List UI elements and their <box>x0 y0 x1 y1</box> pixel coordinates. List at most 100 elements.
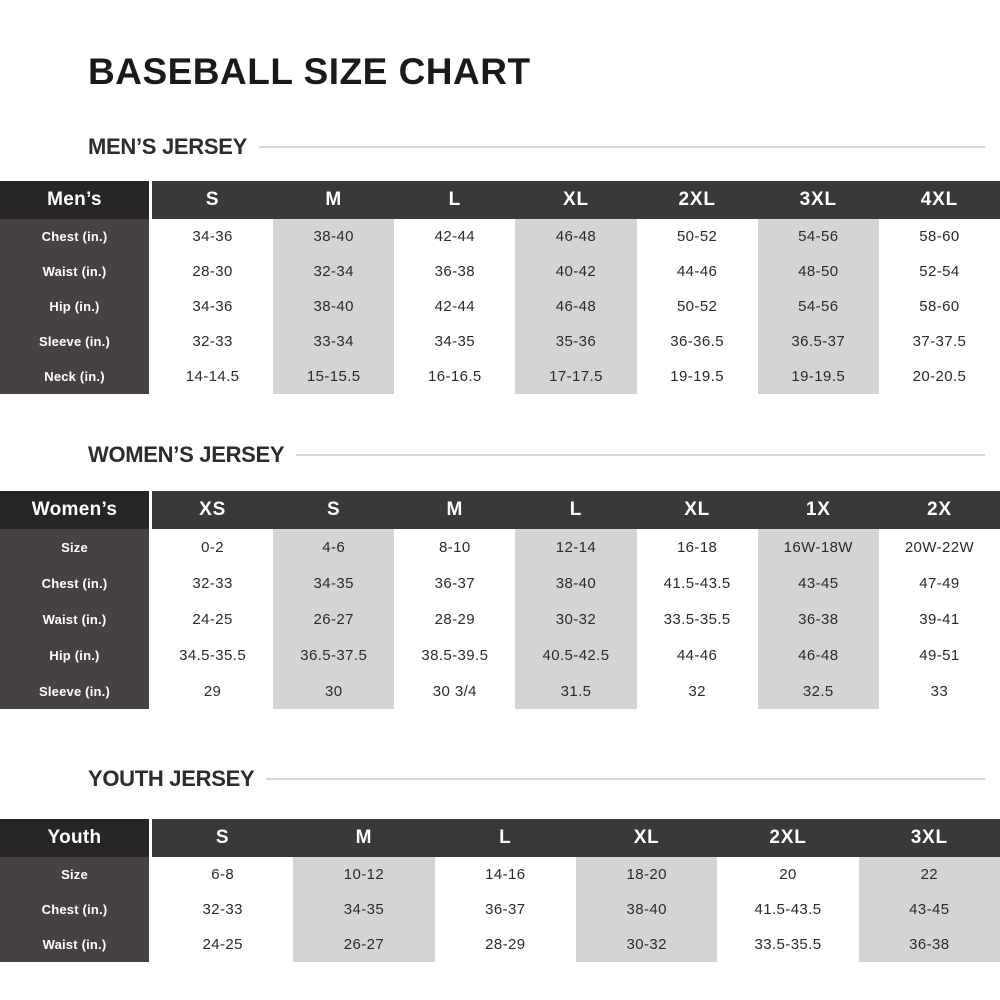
table-cell: 30-32 <box>515 601 637 638</box>
table-cell: 26-27 <box>273 601 395 638</box>
column-header-xl: XL <box>636 491 758 530</box>
row-label: Waist (in.) <box>0 254 152 290</box>
table-cell: 46-48 <box>515 289 637 325</box>
table-cell: 35-36 <box>515 324 637 360</box>
column-header-xs: XS <box>152 491 274 530</box>
table-cell: 33 <box>878 673 1000 710</box>
table-cell: 12-14 <box>515 529 637 566</box>
column-header-1x: 1X <box>757 491 879 530</box>
table-cell: 18-20 <box>575 857 718 893</box>
column-header-s: S <box>152 181 274 220</box>
table-cell: 34.5-35.5 <box>152 637 274 674</box>
table-cell: 10-12 <box>293 857 435 893</box>
table-cell: 54-56 <box>757 219 879 255</box>
table-cell: 36-38 <box>757 601 879 638</box>
table-cell: 31.5 <box>515 673 637 710</box>
row-label: Chest (in.) <box>0 892 152 928</box>
table-cell: 43-45 <box>858 892 1000 928</box>
column-header-s: S <box>273 491 395 530</box>
table-cell: 29 <box>152 673 274 710</box>
table-cell: 47-49 <box>878 565 1000 602</box>
table-cell: 15-15.5 <box>273 359 395 395</box>
table-cell: 17-17.5 <box>515 359 637 395</box>
table-cell: 38-40 <box>575 892 718 928</box>
column-header-l: L <box>434 819 576 858</box>
column-header-3xl: 3XL <box>858 819 1000 858</box>
table-cell: 32 <box>636 673 758 710</box>
mens-section-heading-row: MEN’S JERSEY <box>88 134 985 160</box>
table-cell: 4-6 <box>273 529 395 566</box>
table-cell: 0-2 <box>152 529 274 566</box>
column-header-2x: 2X <box>878 491 1000 530</box>
column-header-2xl: 2XL <box>636 181 758 220</box>
table-cell: 54-56 <box>757 289 879 325</box>
table-cell: 22 <box>858 857 1000 893</box>
table-cell: 40.5-42.5 <box>515 637 637 674</box>
table-cell: 34-35 <box>394 324 516 360</box>
table-cell: 36-37 <box>434 892 576 928</box>
table-cell: 39-41 <box>878 601 1000 638</box>
table-corner-label: Women’s <box>0 491 152 530</box>
table-cell: 52-54 <box>878 254 1000 290</box>
table-cell: 20-20.5 <box>878 359 1000 395</box>
table-cell: 49-51 <box>878 637 1000 674</box>
row-label: Chest (in.) <box>0 219 152 255</box>
column-header-l: L <box>394 181 516 220</box>
table-cell: 20 <box>717 857 859 893</box>
table-cell: 38-40 <box>515 565 637 602</box>
table-cell: 41.5-43.5 <box>717 892 859 928</box>
table-corner-label: Men’s <box>0 181 152 220</box>
table-cell: 38-40 <box>273 219 395 255</box>
table-cell: 41.5-43.5 <box>636 565 758 602</box>
table-cell: 30 <box>273 673 395 710</box>
womens-size-table: Women’s XS S M L XL 1X 2X Size 0-2 4-6 8-10 12-14 16-… <box>0 491 1000 710</box>
table-cell: 34-35 <box>293 892 435 928</box>
table-cell: 32-33 <box>152 892 294 928</box>
table-cell: 28-29 <box>394 601 516 638</box>
table-cell: 32-33 <box>152 565 274 602</box>
row-label: Waist (in.) <box>0 601 152 638</box>
row-label: Hip (in.) <box>0 289 152 325</box>
table-cell: 34-35 <box>273 565 395 602</box>
column-header-xl: XL <box>515 181 637 220</box>
table-cell: 58-60 <box>878 219 1000 255</box>
table-cell: 58-60 <box>878 289 1000 325</box>
table-cell: 19-19.5 <box>636 359 758 395</box>
page-title: BASEBALL SIZE CHART <box>88 51 531 92</box>
youth-section-heading-row: YOUTH JERSEY <box>88 766 985 792</box>
column-header-3xl: 3XL <box>757 181 879 220</box>
youth-size-table: Youth S M L XL 2XL 3XL Size 6-8 10-12 14-16 18-20 20… <box>0 819 1000 963</box>
table-cell: 26-27 <box>293 927 435 963</box>
row-label: Size <box>0 529 152 566</box>
column-header-l: L <box>515 491 637 530</box>
column-header-m: M <box>293 819 435 858</box>
table-cell: 36.5-37 <box>757 324 879 360</box>
heading-divider-line <box>266 778 985 781</box>
row-label: Waist (in.) <box>0 927 152 963</box>
column-header-4xl: 4XL <box>878 181 1000 220</box>
table-cell: 46-48 <box>757 637 879 674</box>
row-label: Sleeve (in.) <box>0 673 152 710</box>
table-cell: 20W-22W <box>878 529 1000 566</box>
table-cell: 30-32 <box>575 927 718 963</box>
table-cell: 28-30 <box>152 254 274 290</box>
table-cell: 36-37 <box>394 565 516 602</box>
mens-section-heading: MEN’S JERSEY <box>88 134 248 160</box>
row-label: Neck (in.) <box>0 359 152 395</box>
table-cell: 24-25 <box>152 601 274 638</box>
table-cell: 36-38 <box>858 927 1000 963</box>
table-cell: 44-46 <box>636 637 758 674</box>
table-cell: 33.5-35.5 <box>717 927 859 963</box>
table-cell: 32.5 <box>757 673 879 710</box>
table-cell: 42-44 <box>394 289 516 325</box>
table-cell: 48-50 <box>757 254 879 290</box>
table-cell: 32-34 <box>273 254 395 290</box>
heading-divider-line <box>259 146 985 149</box>
table-cell: 14-14.5 <box>152 359 274 395</box>
table-cell: 16-16.5 <box>394 359 516 395</box>
table-cell: 8-10 <box>394 529 516 566</box>
table-cell: 50-52 <box>636 219 758 255</box>
row-label: Chest (in.) <box>0 565 152 602</box>
row-label: Hip (in.) <box>0 637 152 674</box>
